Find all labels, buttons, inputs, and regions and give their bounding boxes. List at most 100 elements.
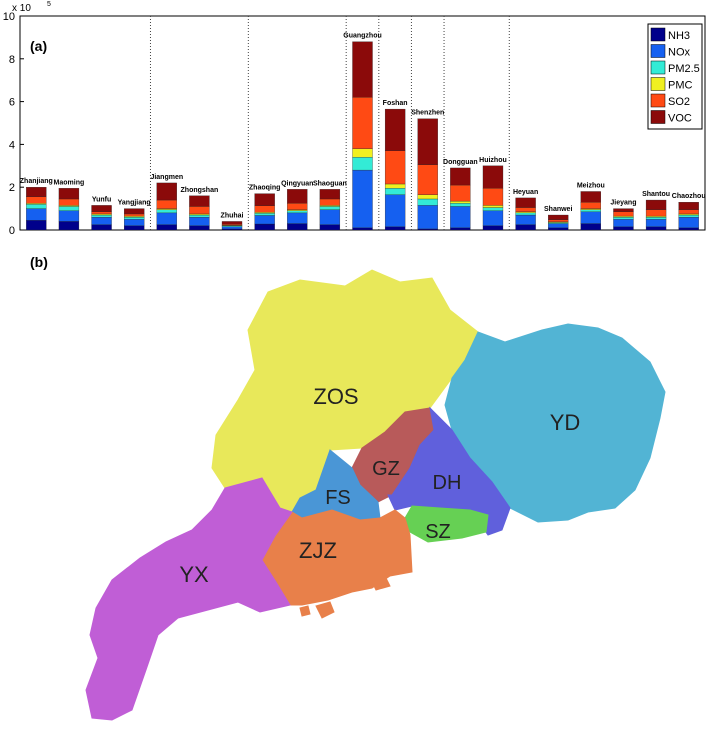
bar-segment-pm25-jieyang [613, 217, 634, 220]
bar-segment-nox-shaoguan [319, 209, 341, 225]
category-label-maoming: Maoming [54, 179, 85, 186]
category-label-zhuhai: Zhuhai [221, 212, 244, 219]
bar-segment-pm25-shaoguan [319, 206, 341, 210]
region-label-sz: SZ [425, 521, 451, 543]
legend-label-voc: VOC [668, 113, 692, 125]
bar-segment-voc-shantou [645, 199, 667, 210]
bar-segment-so2-heyuan [515, 207, 536, 212]
panel-a-label: (a) [30, 38, 48, 54]
y-tick-label: 0 [9, 225, 15, 237]
bar-segment-nox-shenzhen [417, 205, 438, 230]
bar-segment-voc-zhaoqing [254, 193, 275, 206]
bar-segment-pmc-shantou [645, 215, 667, 218]
bar-segment-nox-yunfu [91, 217, 112, 225]
bar-segment-pmc-zhongshan [189, 213, 210, 216]
bar-segment-pm25-heyuan [515, 212, 536, 216]
legend-swatch-so2 [650, 93, 666, 108]
legend-swatch-pmc [650, 77, 666, 91]
bar-segment-pmc-guangzhou [352, 148, 373, 158]
bar-segment-voc-yangjiang [124, 208, 145, 215]
bar-segment-nh3-huizhou [482, 225, 504, 231]
bar-segment-pm25-dongguan [450, 203, 471, 207]
bar-segment-pm25-shenzhen [417, 198, 438, 206]
island-3 [371, 577, 391, 591]
bar-segment-nh3-zhaoqing [254, 223, 275, 231]
bar-segment-nox-foshan [384, 194, 406, 227]
bar-segment-nox-jiangmen [156, 212, 177, 225]
bar-segment-voc-shaoguan [319, 189, 341, 200]
bar-segment-nh3-meizhou [580, 223, 601, 231]
bar-segment-so2-maoming [58, 198, 80, 206]
bar-segment-pmc-jiangmen [156, 208, 177, 210]
bar-segment-voc-meizhou [580, 191, 601, 203]
legend-label-nox: NOx [668, 47, 691, 59]
bar-segment-pmc-chaozhou [678, 213, 699, 216]
category-label-yunfu: Yunfu [92, 196, 111, 203]
category-label-zhaoqing: Zhaoqing [249, 185, 281, 192]
bar-segment-pm25-shanwei [548, 222, 569, 224]
bar-segment-nox-chaozhou [678, 217, 699, 229]
bar-segment-pmc-yangjiang [124, 215, 145, 218]
bar-segment-pm25-foshan [384, 188, 406, 195]
category-label-chaozhou: Chaozhou [672, 193, 706, 200]
legend-swatch-voc [650, 110, 666, 124]
bar-segment-pmc-huizhou [482, 205, 504, 208]
bar-segment-pmc-shaoguan [319, 205, 341, 207]
legend-label-pmc: PMC [668, 80, 693, 92]
bar-segment-nh3-jiangmen [156, 224, 177, 231]
bar-segment-so2-guangzhou [352, 97, 373, 149]
category-label-guangzhou: Guangzhou [343, 33, 382, 40]
bar-segment-so2-yangjiang [124, 213, 145, 217]
bar-segment-pmc-heyuan [515, 211, 536, 214]
category-label-shantou: Shantou [642, 191, 670, 198]
region-label-dh: DH [433, 472, 462, 494]
bar-segment-pmc-qingyuan [287, 209, 308, 211]
bar-segment-voc-foshan [384, 108, 406, 151]
region-label-yd: YD [550, 410, 581, 435]
bar-segment-nh3-qingyuan [287, 223, 308, 231]
region-label-gz: GZ [372, 458, 400, 480]
bar-segment-pmc-yunfu [91, 213, 112, 216]
bar-segment-pmc-zhanjiang [26, 203, 47, 205]
bar-segment-nox-maoming [58, 210, 80, 222]
bar-segment-nh3-zhongshan [189, 225, 210, 231]
legend-swatch-pm25 [650, 60, 666, 75]
category-label-zhongshan: Zhongshan [181, 187, 219, 194]
bar-segment-pm25-huizhou [482, 207, 504, 211]
map-labels: ZOS YD GZ DH FS SZ ZJZ YX [179, 384, 580, 587]
bar-segment-voc-jieyang [613, 208, 634, 212]
category-label-dongguan: Dongguan [443, 159, 478, 166]
bar-segment-nh3-shantou [645, 226, 667, 231]
bar-segment-voc-zhongshan [189, 195, 210, 207]
bar-segment-so2-zhaoqing [254, 205, 275, 213]
category-label-shanwei: Shanwei [544, 206, 572, 213]
emission-stacked-bar-chart: 0 2 4 6 8 10x 10 5 Zhanjiang Maoming Yunfu Yangjia… [3, 1, 706, 237]
bar-segment-nh3-heyuan [515, 224, 536, 231]
bar-segment-voc-maoming [58, 188, 80, 200]
bar-segment-so2-jiangmen [156, 199, 177, 209]
category-label-huizhou: Huizhou [479, 157, 507, 164]
region-yx-shape [85, 477, 293, 721]
bar-segment-nh3-guangzhou [352, 227, 373, 231]
bar-segment-nox-meizhou [580, 211, 601, 224]
bar-segment-voc-zhanjiang [26, 187, 47, 197]
bar-segment-so2-shanwei [548, 219, 569, 223]
bar-segment-pm25-guangzhou [352, 157, 373, 171]
bar-segment-so2-meizhou [580, 202, 601, 209]
bar-segment-nox-zhuhai [221, 226, 243, 230]
bar-segment-voc-jiangmen [156, 182, 177, 201]
bar-segment-pmc-shenzhen [417, 194, 438, 200]
category-label-yangjiang: Yangjiang [118, 200, 151, 207]
bar-segment-nh3-dongguan [450, 227, 471, 231]
category-label-shenzhen: Shenzhen [411, 110, 444, 117]
bar-segment-voc-chaozhou [678, 202, 699, 210]
bar-segment-pm25-meizhou [580, 209, 601, 212]
region-zjz-shape [261, 509, 413, 606]
bar-segment-pm25-zhanjiang [26, 204, 47, 209]
bar-segment-nox-yangjiang [124, 219, 145, 226]
bar-segment-voc-yunfu [91, 205, 112, 212]
bar-segment-nox-qingyuan [287, 212, 308, 224]
bar-segment-so2-jieyang [613, 211, 634, 217]
category-label-jiangmen: Jiangmen [150, 174, 183, 181]
bar-segment-nh3-shanwei [548, 227, 569, 231]
